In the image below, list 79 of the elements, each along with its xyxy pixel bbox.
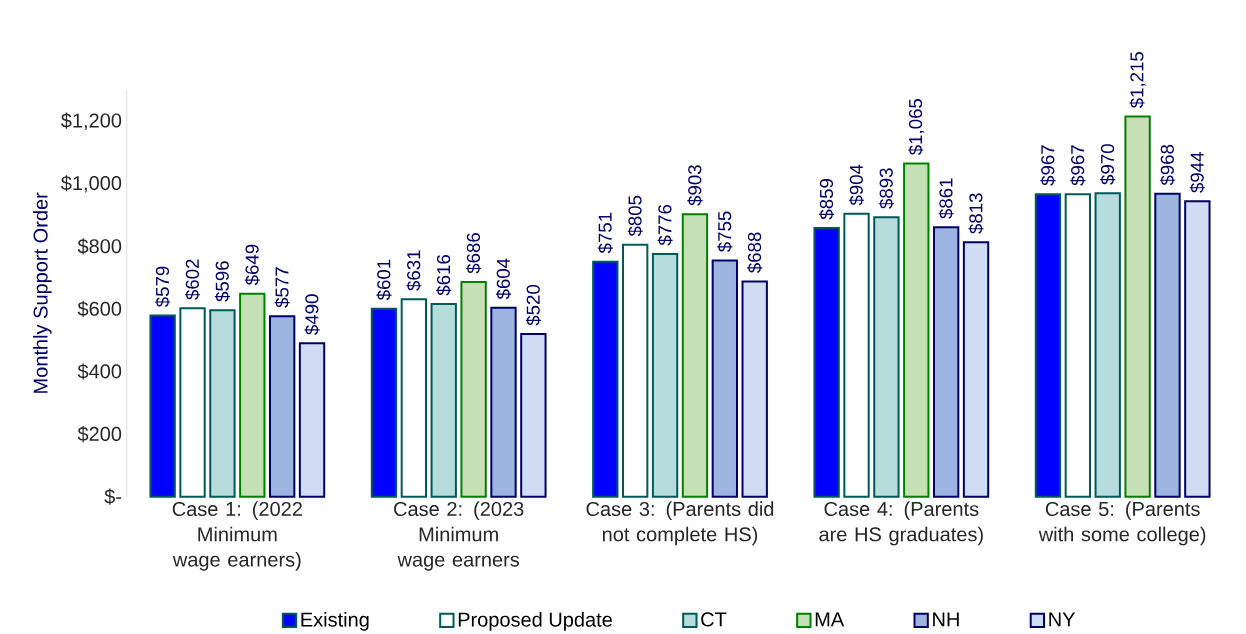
x-tick-label: Case 5: (Parents with some college)	[1038, 501, 1206, 546]
data-label: $520	[525, 284, 541, 326]
legend-label: NY	[1049, 612, 1076, 627]
bar	[298, 342, 326, 498]
data-label: $688	[747, 232, 763, 274]
bar	[962, 241, 990, 498]
x-tick-label: Case 4: (Parents are HS graduates)	[819, 501, 983, 546]
data-label: $859	[819, 179, 835, 220]
data-label: $968	[1159, 144, 1176, 186]
data-label: $903	[687, 165, 703, 206]
data-label: $944	[1189, 152, 1205, 193]
bar	[490, 306, 517, 498]
data-label: $967	[1070, 145, 1086, 186]
data-label: $649	[244, 244, 260, 286]
data-label: $1,065	[908, 99, 925, 156]
y-tick-label: $1,200	[61, 112, 122, 131]
bar	[179, 307, 206, 498]
bar	[400, 298, 428, 498]
bar	[681, 213, 709, 498]
data-label: $579	[155, 266, 171, 308]
data-label: $616	[436, 255, 452, 296]
data-label: $577	[274, 267, 290, 308]
bar	[1064, 193, 1092, 498]
bar	[1094, 192, 1121, 498]
legend-label: CT	[701, 612, 727, 627]
legend-label: Existing	[301, 612, 369, 631]
data-label: $490	[304, 294, 320, 335]
bar	[239, 292, 266, 498]
data-label: $596	[214, 261, 230, 302]
bar	[711, 259, 738, 498]
bar	[209, 309, 236, 498]
y-tick-label: $600	[77, 300, 122, 318]
data-label: $904	[848, 164, 865, 206]
x-tick-label: Case 3: (Parents did not complete HS)	[586, 501, 774, 546]
data-label: $601	[376, 259, 392, 301]
bar	[651, 252, 679, 498]
data-label: $893	[878, 168, 894, 209]
bar	[520, 333, 547, 498]
y-axis-title: Monthly Support Order	[33, 192, 52, 393]
legend-label: MA	[815, 612, 845, 627]
bar	[1184, 200, 1211, 498]
data-label: $967	[1040, 145, 1056, 186]
bar	[622, 243, 649, 498]
data-label: $604	[495, 258, 512, 300]
data-label: $686	[466, 233, 482, 274]
data-label: $631	[406, 250, 422, 291]
legend-label: NH	[933, 612, 959, 627]
bar	[592, 260, 619, 498]
data-label: $776	[657, 205, 673, 246]
bar	[430, 303, 457, 498]
x-tick-label: Case 2: (2023 Minimum wage earners	[394, 501, 524, 571]
legend-label: Proposed Update	[458, 612, 612, 631]
data-label: $813	[968, 193, 984, 234]
data-label: $805	[627, 195, 643, 237]
y-tick-label: $400	[77, 363, 122, 380]
bar	[873, 216, 900, 498]
data-label: $970	[1100, 144, 1116, 185]
bar	[268, 315, 296, 498]
bar	[370, 307, 398, 498]
bar	[1154, 192, 1181, 498]
bar	[932, 226, 960, 498]
y-tick-label: $1,000	[61, 175, 122, 193]
bar	[741, 280, 768, 498]
y-tick-label: $-	[104, 488, 122, 505]
data-label: $602	[184, 259, 201, 300]
data-label: $861	[938, 178, 954, 219]
data-label: $755	[717, 211, 733, 253]
bar	[149, 314, 176, 498]
y-tick-label: $800	[77, 238, 122, 255]
y-tick-label: $200	[77, 426, 122, 443]
x-tick-label: Case 1: (2022 Minimum wage earners)	[172, 501, 302, 571]
bar	[903, 162, 930, 498]
bar	[813, 227, 840, 498]
bar	[1034, 193, 1062, 498]
data-label: $751	[597, 212, 613, 254]
data-label: $1,215	[1129, 52, 1146, 109]
bar	[1124, 115, 1151, 498]
bar	[843, 212, 870, 498]
bar	[460, 281, 487, 498]
